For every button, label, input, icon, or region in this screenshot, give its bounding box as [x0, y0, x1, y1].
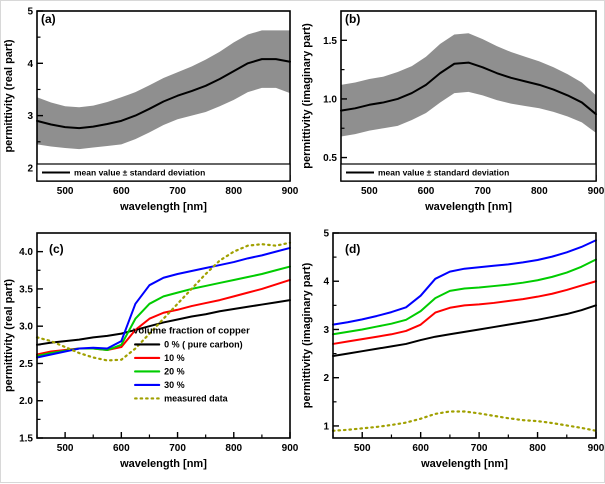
x-tick-label: 500 — [361, 186, 378, 197]
series-line — [332, 304, 597, 357]
plot-frame — [36, 232, 291, 439]
y-tick-label: 3.0 — [19, 322, 33, 333]
series-line — [35, 241, 292, 362]
panel-d: 500 600 700 800 900 1 2 3 4 5 wavelength [nm] permi… — [299, 225, 605, 484]
legend-label: mean value ± standard deviation — [74, 168, 205, 178]
chart-d: 500 600 700 800 900 1 2 3 4 5 wavelength [nm] permi… — [301, 229, 605, 471]
x-tick-label: 700 — [471, 443, 488, 454]
panel-b-chart: 500 600 700 800 900 0.5 1.0 1.5 wavelength [nm] p… — [301, 10, 605, 213]
legend-title: volume fraction of copper — [133, 325, 250, 336]
panel-label: (b) — [345, 12, 360, 26]
chart-c: 500 600 700 800 900 1.5 2.0 2.5 3.0 3.5 4.0 wavelen… — [3, 232, 299, 470]
x-tick-label: 600 — [412, 443, 429, 454]
y-tick-label: 5 — [323, 229, 329, 240]
std-deviation-band — [341, 33, 596, 137]
x-tick-label: 800 — [529, 443, 546, 454]
series-line — [36, 246, 291, 359]
y-axis-label: permittivity (imaginary part) — [301, 23, 313, 169]
x-axis-label: wavelength [nm] — [119, 458, 207, 470]
series-line — [332, 280, 597, 345]
series-line — [340, 61, 597, 116]
x-tick-label: 700 — [169, 443, 186, 454]
legend-box — [36, 163, 291, 182]
y-tick-label: 4 — [27, 59, 33, 70]
x-tick-label: 700 — [474, 186, 491, 197]
panel-a: 500 600 700 800 900 2 3 4 5 wavelength [nm] permit… — [1, 1, 299, 225]
legend-label: measured data — [164, 393, 229, 403]
panel-b: 500 600 700 800 900 0.5 1.0 1.5 wavelength [nm] p… — [299, 1, 605, 225]
y-tick-label: 3 — [27, 111, 33, 122]
y-tick-label: 1.5 — [323, 36, 337, 47]
legend-label: 20 % — [164, 366, 185, 376]
series-line — [36, 299, 291, 346]
x-tick-label: 800 — [225, 186, 242, 197]
x-tick-label: 600 — [113, 186, 130, 197]
y-tick-label: 3.5 — [19, 284, 33, 295]
x-tick-label: 500 — [354, 443, 371, 454]
x-tick-label: 800 — [531, 186, 548, 197]
x-tick-label: 800 — [225, 443, 242, 454]
x-tick-label: 700 — [169, 186, 186, 197]
panel-d-chart: 500 600 700 800 900 1 2 3 4 5 wavelength [nm] permi… — [301, 229, 605, 471]
series-line — [331, 410, 598, 432]
x-axis-label: wavelength [nm] — [119, 201, 207, 213]
x-tick-label: 600 — [113, 443, 130, 454]
x-tick-label: 900 — [282, 186, 299, 197]
y-tick-label: 1.5 — [19, 434, 33, 445]
std-deviation-band — [37, 30, 290, 150]
y-tick-label: 2.5 — [19, 359, 33, 370]
y-tick-label: 0.5 — [323, 153, 337, 164]
x-tick-label: 500 — [57, 443, 74, 454]
legend-label: 10 % — [164, 353, 185, 363]
y-tick-label: 1.0 — [323, 94, 337, 105]
legend-box — [340, 163, 597, 182]
y-tick-label: 2.0 — [19, 396, 33, 407]
legend-label: mean value ± standard deviation — [378, 168, 509, 178]
x-axis-label: wavelength [nm] — [420, 458, 508, 470]
y-axis-label: permittivity (real part) — [3, 39, 15, 152]
panel-label: (c) — [49, 242, 64, 256]
x-tick-label: 900 — [282, 443, 299, 454]
legend-label: 0 % ( pure carbon) — [164, 339, 243, 349]
y-tick-label: 3 — [323, 325, 329, 336]
x-tick-label: 900 — [588, 443, 605, 454]
plot-frame — [332, 232, 597, 439]
y-tick-label: 5 — [27, 7, 33, 18]
panel-a-chart: 500 600 700 800 900 2 3 4 5 wavelength [nm] permit… — [3, 7, 299, 214]
x-axis-label: wavelength [nm] — [424, 201, 512, 213]
y-tick-label: 2 — [27, 163, 33, 174]
y-tick-label: 2 — [323, 373, 329, 384]
panel-c-chart: 500 600 700 800 900 1.5 2.0 2.5 3.0 3.5 4.0 wavelen… — [3, 232, 299, 470]
y-tick-label: 4 — [323, 277, 329, 288]
y-axis-label: permittivity (real part) — [3, 279, 15, 392]
panel-c: 500 600 700 800 900 1.5 2.0 2.5 3.0 3.5 4.0 wavelen… — [1, 225, 299, 484]
y-axis-label: permittivity (imaginary part) — [301, 262, 313, 408]
x-tick-label: 500 — [57, 186, 74, 197]
series-line — [332, 239, 597, 326]
x-tick-label: 600 — [418, 186, 435, 197]
legend-label: 30 % — [164, 380, 185, 390]
series-line — [332, 258, 597, 336]
y-tick-label: 4.0 — [19, 247, 33, 258]
x-tick-label: 900 — [588, 186, 605, 197]
panel-label: (a) — [41, 12, 56, 26]
chart-a: 500 600 700 800 900 2 3 4 5 wavelength [nm] permit… — [3, 7, 299, 214]
panel-label: (d) — [345, 242, 360, 256]
y-tick-label: 1 — [323, 421, 329, 432]
chart-b: 500 600 700 800 900 0.5 1.0 1.5 wavelength [nm] p… — [301, 10, 605, 213]
series-line — [36, 58, 291, 130]
